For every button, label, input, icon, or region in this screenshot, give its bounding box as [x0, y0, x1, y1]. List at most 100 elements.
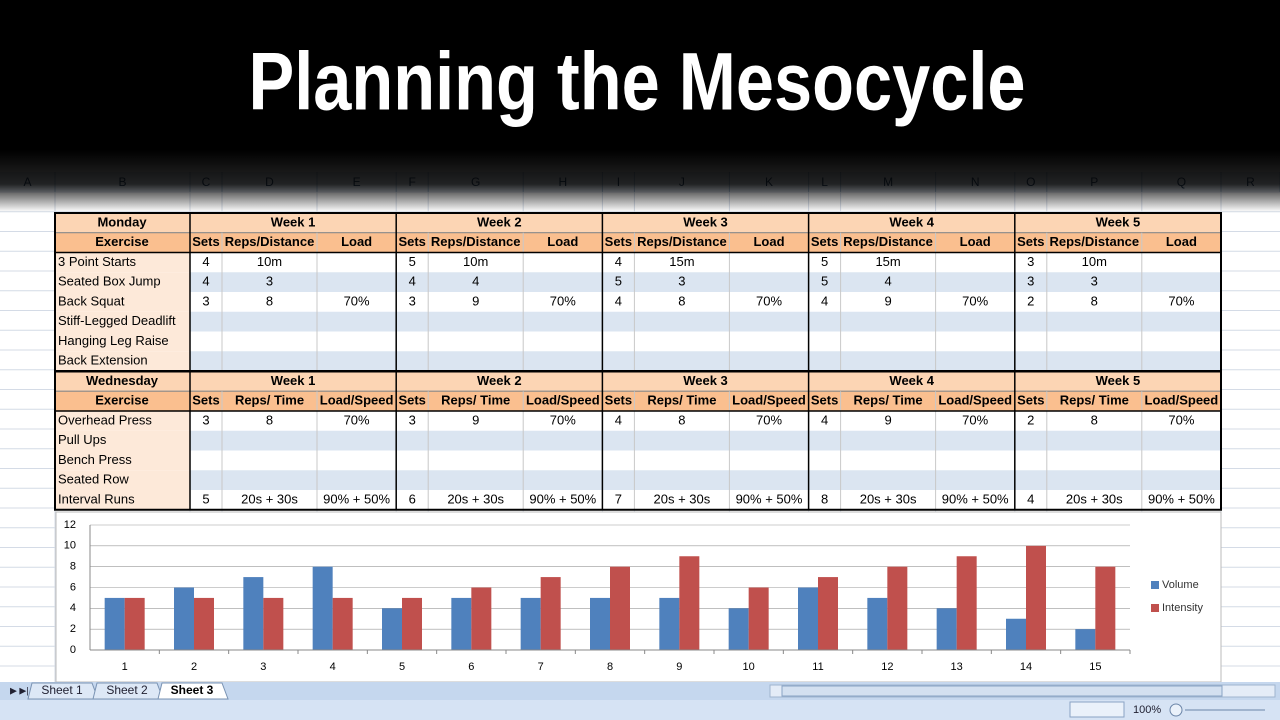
bar	[540, 577, 561, 650]
cell-value: 3	[409, 412, 416, 427]
sub-header: Sets	[192, 234, 219, 249]
sub-header: Sets	[605, 234, 632, 249]
cell-value: 70%	[962, 293, 988, 308]
chart-area	[55, 511, 1222, 683]
cell-value: 9	[884, 412, 891, 427]
exercise-name: Hanging Leg Raise	[58, 333, 169, 348]
x-tick-label: 10	[743, 661, 755, 673]
cell-value: 10m	[1082, 254, 1107, 269]
week-label: Week 1	[271, 214, 316, 229]
exercise-cell	[55, 252, 190, 273]
sheet-tab-label[interactable]: Sheet 3	[171, 683, 214, 697]
cell-value: 5	[821, 254, 828, 269]
bar	[728, 608, 749, 650]
sub-header: Load	[1166, 234, 1197, 249]
sheet-tab-label[interactable]: Sheet 2	[106, 683, 148, 697]
sub-header: Load/Speed	[732, 393, 806, 408]
row-bg	[190, 331, 1221, 352]
zoom-minus[interactable]	[1169, 703, 1183, 717]
exercise-name: Interval Runs	[58, 491, 135, 506]
week-label: Week 2	[477, 373, 522, 388]
sub-header: Sets	[1017, 234, 1044, 249]
cell-value: 70%	[962, 412, 988, 427]
cell-value: 4	[884, 274, 891, 289]
week-label: Week 4	[889, 373, 934, 388]
bar	[104, 597, 125, 650]
scrollbar-thumb[interactable]	[781, 685, 1223, 697]
legend-label: Volume	[1162, 579, 1199, 591]
cell-value: 4	[821, 412, 828, 427]
sub-header: Reps/ Time	[1060, 393, 1129, 408]
cell-value: 70%	[756, 293, 782, 308]
bar	[1006, 618, 1026, 650]
x-tick-label: 4	[330, 661, 336, 673]
bar	[610, 566, 630, 650]
cell-value: 90% + 50%	[736, 491, 803, 506]
cell-value: 8	[266, 412, 273, 427]
cell-value: 8	[678, 412, 685, 427]
sub-header: Reps/ Time	[235, 393, 304, 408]
cell-value: 70%	[1168, 293, 1194, 308]
cell-value: 3	[409, 293, 416, 308]
sub-header: Reps/Distance	[225, 234, 315, 249]
header-cell	[54, 371, 1222, 392]
row-bg	[190, 470, 1221, 490]
view-buttons[interactable]	[1069, 701, 1125, 718]
bar	[263, 597, 284, 650]
cell-value: 2	[1027, 293, 1034, 308]
exercise-cell	[55, 311, 190, 332]
exercise-cell	[55, 450, 190, 471]
exercise-name: 3 Point Starts	[58, 254, 137, 269]
x-tick-label: 7	[538, 661, 544, 673]
exercise-cell	[55, 272, 190, 292]
exercise-name: Stiff-Legged Deadlift	[58, 313, 176, 328]
exercise-name: Bench Press	[58, 452, 132, 467]
sub-header: Reps/ Time	[441, 393, 510, 408]
cell-value: 10m	[257, 254, 282, 269]
y-tick-label: 8	[70, 561, 76, 573]
x-tick-label: 13	[951, 661, 963, 673]
exercise-header: Exercise	[95, 234, 149, 249]
sub-header: Sets	[811, 234, 838, 249]
exercise-name: Overhead Press	[58, 412, 152, 427]
x-tick-label: 14	[1020, 661, 1032, 673]
bar	[194, 597, 214, 650]
exercise-cell	[55, 292, 190, 312]
sub-header: Sets	[605, 393, 632, 408]
cell-value: 4	[821, 293, 828, 308]
header-cell	[54, 390, 1222, 412]
bar	[382, 608, 402, 650]
x-tick-label: 5	[399, 661, 405, 673]
sub-header: Load/Speed	[320, 393, 394, 408]
bar	[471, 587, 492, 650]
sub-header: Load/Speed	[938, 393, 1012, 408]
exercise-header: Exercise	[95, 393, 149, 408]
bar	[332, 597, 353, 650]
bar	[243, 577, 264, 650]
y-tick-label: 6	[70, 581, 76, 593]
x-tick-label: 9	[676, 661, 682, 673]
sub-header: Reps/Distance	[431, 234, 521, 249]
sub-header: Sets	[398, 234, 425, 249]
sheet-tab-label[interactable]: Sheet 1	[41, 683, 83, 697]
exercise-cell	[55, 430, 190, 451]
cell-value: 2	[1027, 412, 1034, 427]
table-border	[54, 370, 1222, 511]
bar	[1075, 629, 1096, 650]
day-label: Wednesday	[86, 373, 159, 388]
week-label: Week 3	[683, 373, 728, 388]
exercise-cell	[55, 411, 190, 431]
sheet-tab[interactable]	[157, 682, 229, 700]
sub-header: Reps/ Time	[854, 393, 923, 408]
cell-value: 70%	[1168, 412, 1194, 427]
cell-value: 9	[472, 412, 479, 427]
x-tick-label: 11	[812, 661, 823, 673]
cell-value: 8	[678, 293, 685, 308]
bar	[1026, 545, 1046, 650]
x-tick-label: 8	[607, 661, 613, 673]
exercise-cell	[55, 490, 190, 510]
cell-value: 9	[884, 293, 891, 308]
cell-value: 3	[202, 293, 209, 308]
exercise-name: Seated Row	[58, 472, 129, 487]
